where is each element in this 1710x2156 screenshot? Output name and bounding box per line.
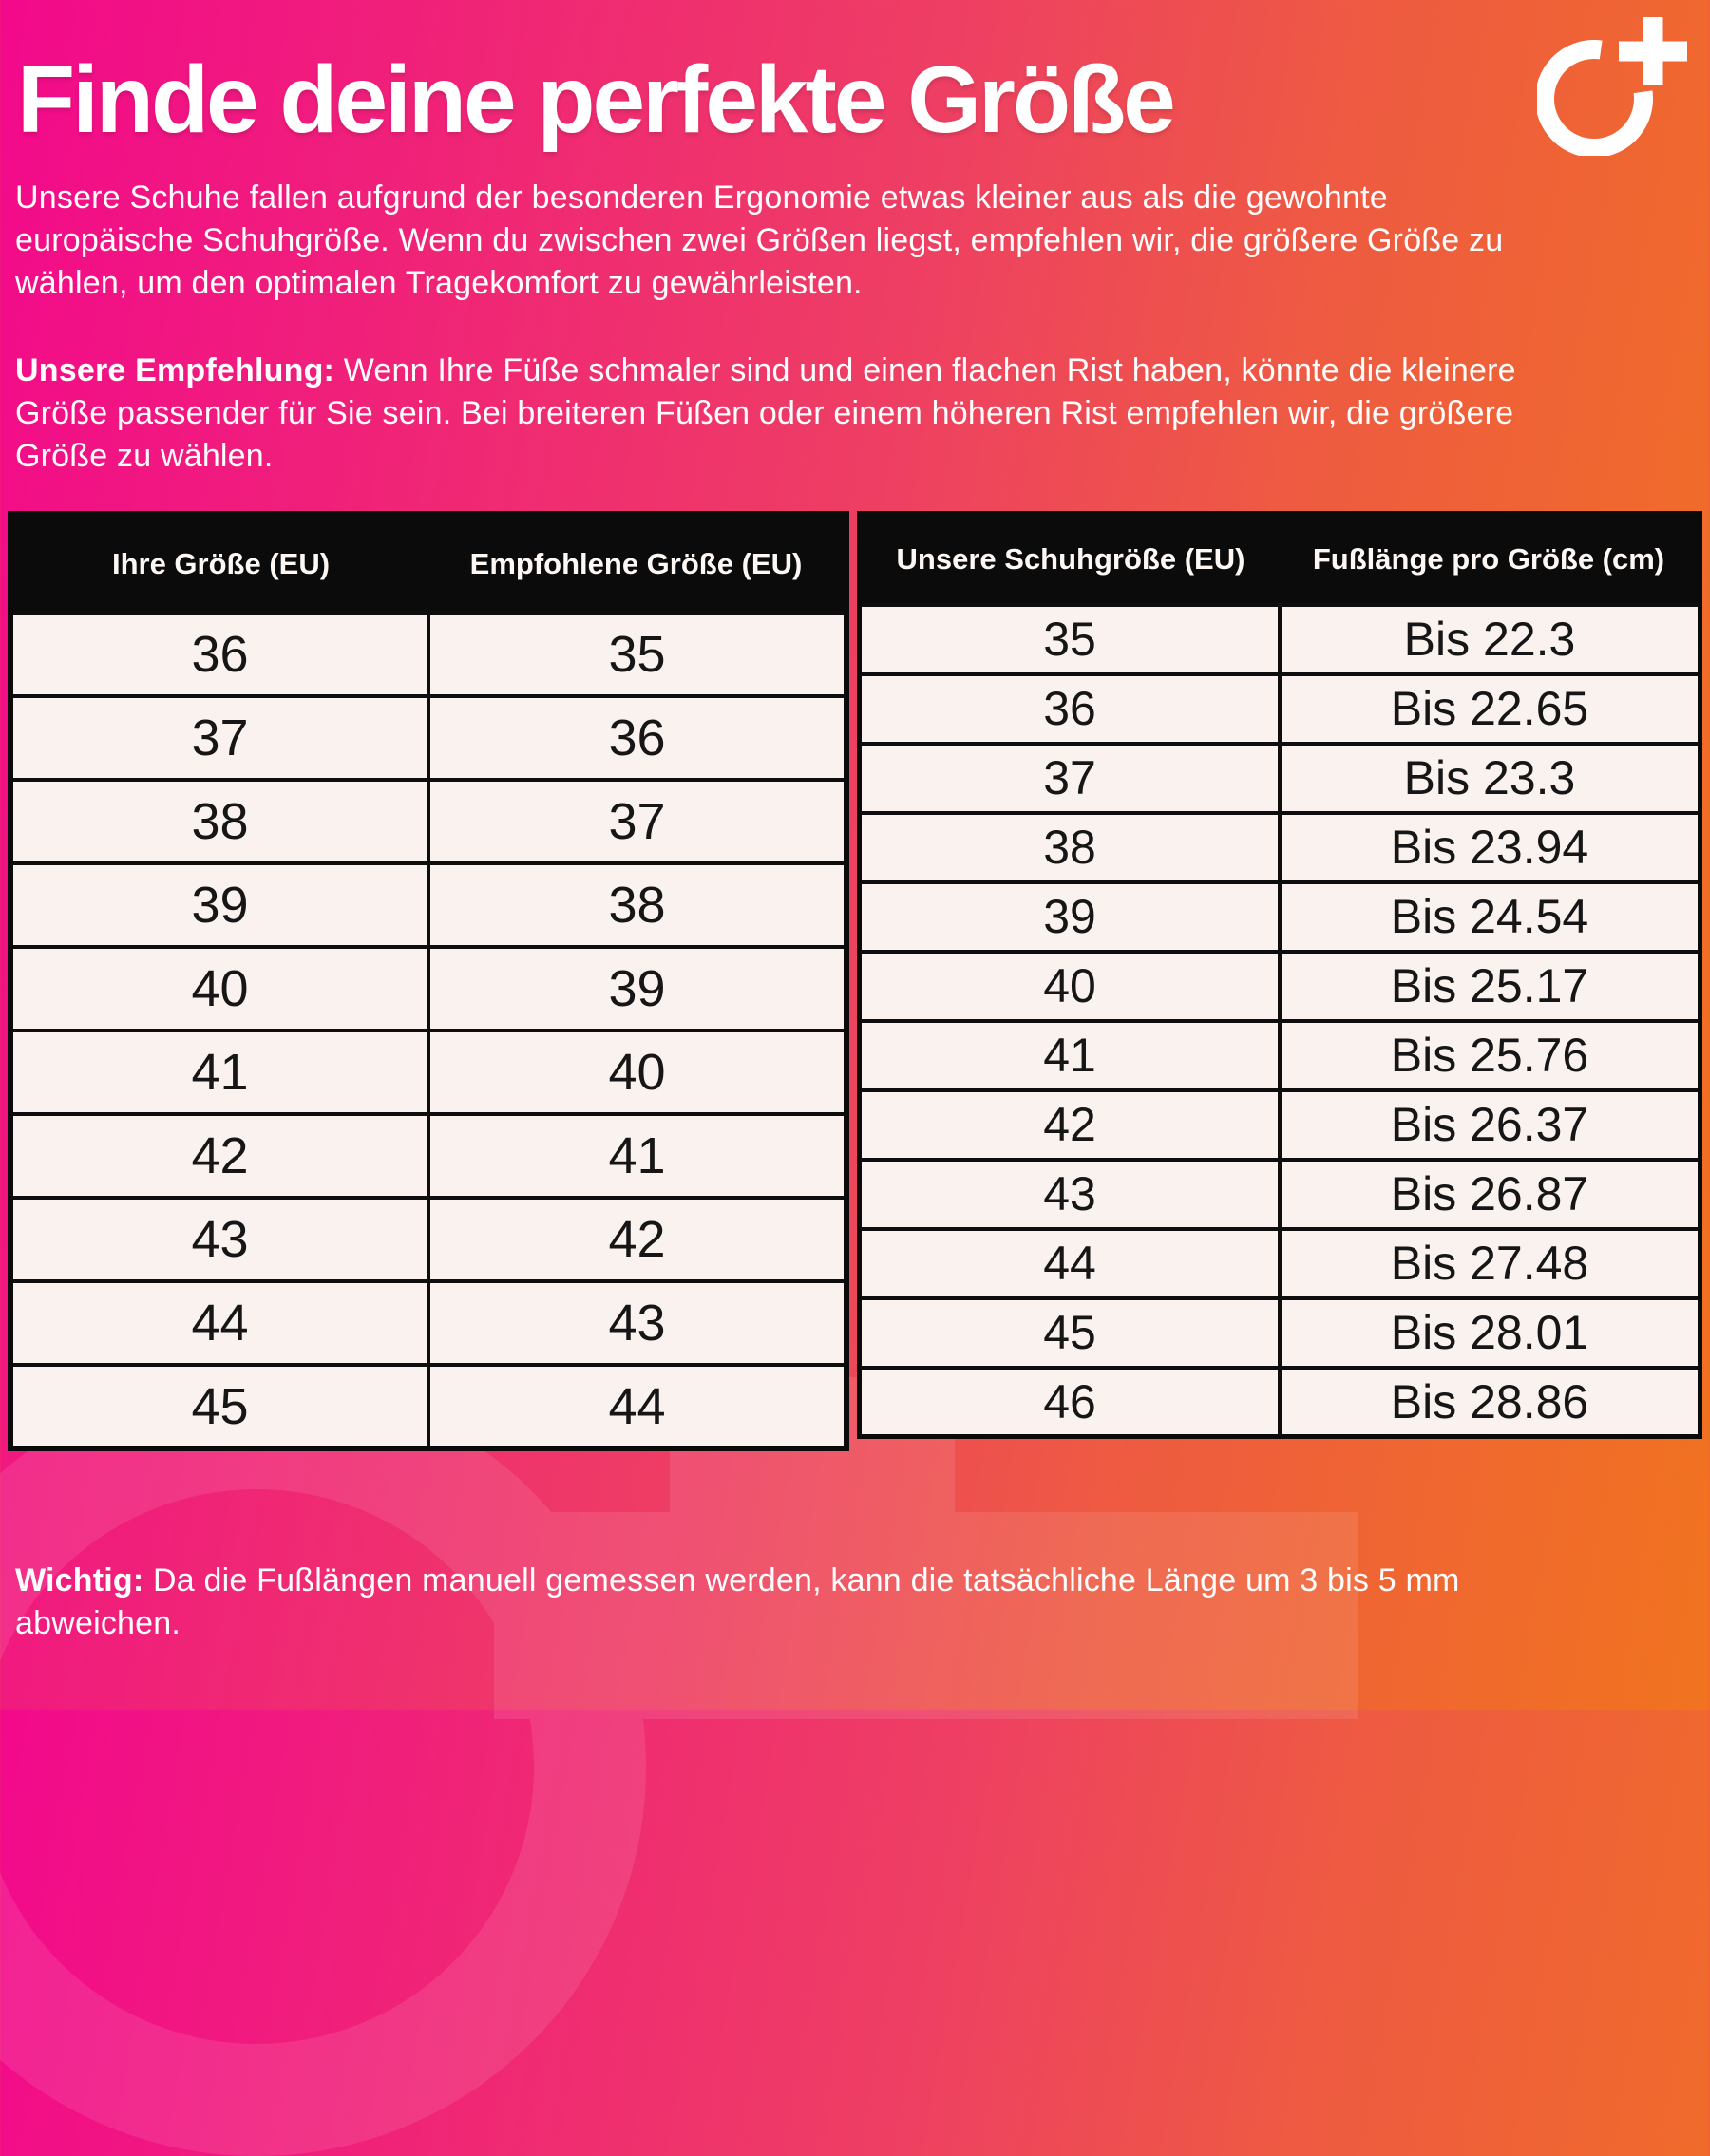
table-row: 40 39 [9, 945, 848, 1032]
table-cell: 38 [857, 810, 1282, 884]
table-cell: 41 [9, 1029, 430, 1116]
table-cell: 36 [9, 611, 430, 698]
table-row: 36 35 [9, 611, 848, 698]
table-row: 40 Bis 25.17 [857, 949, 1702, 1023]
column-header: Fußlänge pro Größe (cm) [1280, 513, 1700, 605]
table-cell: Bis 28.86 [1278, 1365, 1702, 1439]
table-cell: 46 [857, 1365, 1282, 1439]
table-cell: 42 [427, 1196, 848, 1283]
table-cell: 44 [427, 1363, 848, 1450]
recommendation-text: Wenn Ihre Füße schmaler sind und einen f… [15, 352, 1516, 474]
table-row: 44 43 [9, 1279, 848, 1367]
table-cell: 40 [9, 945, 430, 1032]
table-row: 35 Bis 22.3 [857, 602, 1702, 676]
table-cell: 40 [427, 1029, 848, 1116]
table-cell: 37 [427, 778, 848, 865]
table-cell: Bis 28.01 [1278, 1295, 1702, 1370]
table-cell: 44 [9, 1279, 430, 1367]
important-note: Wichtig: Da die Fußlängen manuell gemess… [15, 1560, 1497, 1645]
table-cell: 43 [857, 1157, 1282, 1231]
watermark-ring [0, 1377, 646, 2156]
table-row: 37 Bis 23.3 [857, 741, 1702, 815]
table-row: 42 41 [9, 1112, 848, 1200]
table-cell: 41 [857, 1018, 1282, 1092]
table-row: 43 42 [9, 1196, 848, 1283]
table-cell: 37 [9, 694, 430, 782]
table-row: 45 44 [9, 1363, 848, 1450]
table-cell: 41 [427, 1112, 848, 1200]
table-cell: 42 [857, 1087, 1282, 1162]
table-cell: 39 [857, 879, 1282, 954]
note-label: Wichtig: [15, 1562, 144, 1598]
table-cell: 43 [9, 1196, 430, 1283]
table-cell: 35 [427, 611, 848, 698]
table-row: 38 37 [9, 778, 848, 865]
table-cell: Bis 24.54 [1278, 879, 1702, 954]
table-row: 37 36 [9, 694, 848, 782]
table-cell: 37 [857, 741, 1282, 815]
note-text: Da die Fußlängen manuell gemessen werden… [15, 1562, 1460, 1641]
o-plus-logo-icon [1537, 17, 1687, 156]
table-row: 39 Bis 24.54 [857, 879, 1702, 954]
table-cell: 36 [857, 671, 1282, 746]
table-cell: 39 [427, 945, 848, 1032]
table-cell: 39 [9, 861, 430, 949]
table-row: 41 40 [9, 1029, 848, 1116]
table-cell: 42 [9, 1112, 430, 1200]
column-header: Ihre Größe (EU) [10, 514, 428, 613]
table-cell: 38 [427, 861, 848, 949]
table-row: 46 Bis 28.86 [857, 1365, 1702, 1439]
table-cell: Bis 23.94 [1278, 810, 1702, 884]
table-header: Ihre Größe (EU) Empfohlene Größe (EU) [10, 514, 846, 613]
foot-length-table: Unsere Schuhgröße (EU) Fußlänge pro Größ… [857, 511, 1702, 1439]
table-cell: 36 [427, 694, 848, 782]
table-cell: Bis 25.76 [1278, 1018, 1702, 1092]
table-row: 45 Bis 28.01 [857, 1295, 1702, 1370]
table-cell: 43 [427, 1279, 848, 1367]
table-header: Unsere Schuhgröße (EU) Fußlänge pro Größ… [859, 513, 1700, 605]
table-cell: Bis 22.65 [1278, 671, 1702, 746]
table-cell: Bis 26.87 [1278, 1157, 1702, 1231]
table-row: 44 Bis 27.48 [857, 1226, 1702, 1300]
recommendation-paragraph: Unsere Empfehlung: Wenn Ihre Füße schmal… [15, 350, 1516, 478]
table-cell: Bis 25.17 [1278, 949, 1702, 1023]
table-cell: 35 [857, 602, 1282, 676]
intro-paragraph: Unsere Schuhe fallen aufgrund der besond… [15, 180, 1504, 301]
table-cell: 38 [9, 778, 430, 865]
table-cell: Bis 26.37 [1278, 1087, 1702, 1162]
table-cell: 40 [857, 949, 1282, 1023]
table-cell: 45 [857, 1295, 1282, 1370]
table-row: 42 Bis 26.37 [857, 1087, 1702, 1162]
table-cell: Bis 22.3 [1278, 602, 1702, 676]
size-conversion-table: Ihre Größe (EU) Empfohlene Größe (EU) 36… [8, 511, 849, 1451]
table-row: 39 38 [9, 861, 848, 949]
table-cell: 45 [9, 1363, 430, 1450]
page-title: Finde deine perfekte Größe [17, 47, 1176, 153]
table-cell: 44 [857, 1226, 1282, 1300]
table-cell: Bis 27.48 [1278, 1226, 1702, 1300]
column-header: Unsere Schuhgröße (EU) [859, 513, 1280, 605]
table-row: 36 Bis 22.65 [857, 671, 1702, 746]
table-row: 41 Bis 25.76 [857, 1018, 1702, 1092]
column-header: Empfohlene Größe (EU) [428, 514, 846, 613]
recommendation-label: Unsere Empfehlung: [15, 352, 335, 388]
table-row: 38 Bis 23.94 [857, 810, 1702, 884]
table-cell: Bis 23.3 [1278, 741, 1702, 815]
table-row: 43 Bis 26.87 [857, 1157, 1702, 1231]
